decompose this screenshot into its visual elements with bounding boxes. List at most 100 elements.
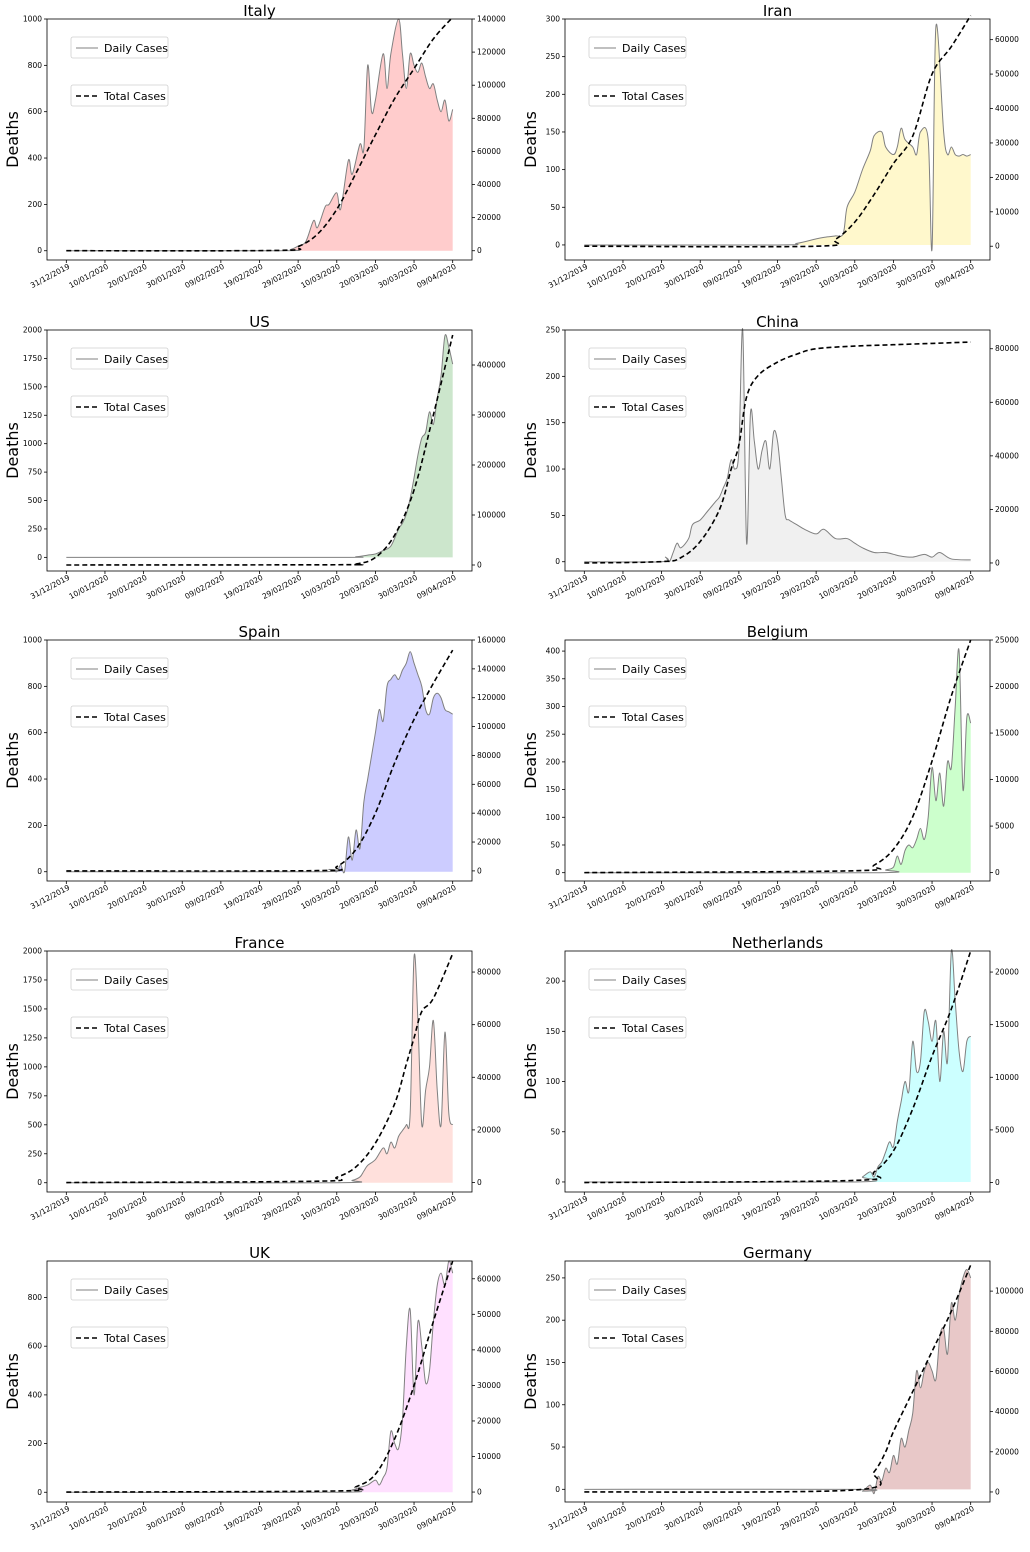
y-tick-label: 600 xyxy=(28,107,43,116)
y-tick-label: 150 xyxy=(546,785,561,794)
y2-tick-label: 40000 xyxy=(995,104,1019,113)
legend-daily-cases: Daily Cases xyxy=(588,1278,687,1301)
legend-box xyxy=(70,395,169,417)
y-tick-label: 1500 xyxy=(23,382,42,391)
total-cases-line xyxy=(584,639,972,874)
daily-area-fill xyxy=(66,334,453,557)
legend-daily-cases: Daily Cases xyxy=(70,347,169,369)
legend-label: Total Cases xyxy=(621,1332,684,1345)
y2-tick-label: 60000 xyxy=(477,1275,501,1284)
y-tick-label: 250 xyxy=(546,1274,561,1283)
legend-total-cases: Total Cases xyxy=(70,84,169,107)
x-tick-label: 20/03/2020 xyxy=(856,1504,899,1532)
y-tick-label: 1500 xyxy=(23,1004,42,1013)
legend-label: Daily Cases xyxy=(104,663,168,676)
x-tick-label: 29/02/2020 xyxy=(779,262,822,290)
x-tick-label: 29/02/2020 xyxy=(779,1504,822,1532)
total-cases-line xyxy=(584,340,971,564)
x-tick-label: 30/01/2020 xyxy=(663,572,706,600)
x-tick-label: 30/01/2020 xyxy=(663,262,706,290)
y-tick-label: 1000 xyxy=(23,636,42,645)
legend-box xyxy=(588,1016,687,1039)
legend-box xyxy=(70,36,169,59)
x-tick-label: 10/03/2020 xyxy=(299,262,342,290)
x-tick-label: 20/01/2020 xyxy=(106,1194,149,1222)
x-tick-label: 09/04/2020 xyxy=(415,1504,458,1532)
legend-label: Total Cases xyxy=(621,1022,684,1035)
x-tick-label: 30/01/2020 xyxy=(145,572,188,600)
daily-area-fill xyxy=(66,1261,453,1493)
y-tick-label: 1750 xyxy=(23,975,42,984)
y2-tick-label: 60000 xyxy=(477,1020,501,1029)
legend-label: Total Cases xyxy=(103,711,166,724)
legend-daily-cases: Daily Cases xyxy=(588,347,687,369)
legend-label: Daily Cases xyxy=(104,42,168,55)
y-tick-label: 750 xyxy=(28,1091,43,1100)
x-tick-label: 20/01/2020 xyxy=(624,1194,667,1222)
daily-cases-line xyxy=(66,953,454,1184)
y-tick-label: 150 xyxy=(546,1358,561,1367)
y2-tick-label: 30000 xyxy=(995,138,1019,147)
x-tick-label: 10/01/2020 xyxy=(585,1504,628,1532)
x-tick-label: 09/02/2020 xyxy=(701,572,744,600)
x-tick-label: 10/01/2020 xyxy=(67,1194,110,1222)
x-tick-label: 30/03/2020 xyxy=(895,883,938,911)
x-tick-label: 29/02/2020 xyxy=(779,1194,822,1222)
x-tick-label: 10/01/2020 xyxy=(585,883,628,911)
y-tick-label: 600 xyxy=(28,1342,43,1351)
x-tick-label: 30/01/2020 xyxy=(145,883,188,911)
y2-tick-label: 140000 xyxy=(477,15,506,24)
legend-daily-cases: Daily Cases xyxy=(70,968,169,991)
x-tick-label: 10/03/2020 xyxy=(299,572,342,600)
x-tick-label: 19/02/2020 xyxy=(740,1504,783,1532)
x-tick-label: 20/03/2020 xyxy=(338,1504,381,1532)
y2-tick-label: 160000 xyxy=(477,636,506,645)
y-tick-label: 300 xyxy=(546,15,561,24)
x-tick-label: 10/03/2020 xyxy=(299,1504,342,1532)
x-tick-label: 10/03/2020 xyxy=(817,1504,860,1532)
y2-tick-label: 20000 xyxy=(477,1125,501,1134)
daily-cases-line xyxy=(66,1260,454,1494)
total-cases-line xyxy=(584,1265,972,1494)
y2-tick-label: 40000 xyxy=(477,180,501,189)
y-tick-label: 1000 xyxy=(23,15,42,24)
daily-area-fill xyxy=(584,328,971,562)
legend-box xyxy=(588,395,687,417)
x-tick-label: 09/02/2020 xyxy=(183,1504,226,1532)
legend-label: Total Cases xyxy=(621,711,684,724)
y-tick-label: 300 xyxy=(546,702,561,711)
legend-label: Total Cases xyxy=(103,1022,166,1035)
x-tick-label: 19/02/2020 xyxy=(222,572,265,600)
y-tick-label: 400 xyxy=(28,154,43,163)
y2-tick-label: 20000 xyxy=(995,967,1019,976)
y-tick-label: 0 xyxy=(555,1485,560,1494)
legend-box xyxy=(70,1016,169,1039)
y2-tick-label: 5000 xyxy=(995,1125,1014,1134)
x-tick-label: 20/03/2020 xyxy=(338,262,381,290)
x-tick-label: 30/01/2020 xyxy=(663,883,706,911)
x-tick-label: 29/02/2020 xyxy=(261,1194,304,1222)
y2-tick-label: 10000 xyxy=(477,1452,501,1461)
y-tick-label: 50 xyxy=(550,841,560,850)
daily-cases-line xyxy=(584,648,972,874)
y-tick-label: 150 xyxy=(546,127,561,136)
x-tick-label: 20/03/2020 xyxy=(856,572,899,600)
y2-tick-label: 0 xyxy=(477,560,482,569)
y-axis-label: Deaths xyxy=(521,111,540,168)
x-tick-label: 29/02/2020 xyxy=(779,883,822,911)
x-tick-label: 09/02/2020 xyxy=(183,883,226,911)
x-tick-label: 31/12/2019 xyxy=(29,262,72,290)
y-tick-label: 800 xyxy=(28,61,43,70)
x-tick-label: 29/02/2020 xyxy=(261,262,304,290)
y-axis-label: Deaths xyxy=(3,111,22,168)
y-tick-label: 400 xyxy=(28,775,43,784)
y-tick-label: 250 xyxy=(28,1149,43,1158)
x-tick-label: 19/02/2020 xyxy=(222,1504,265,1532)
x-tick-label: 10/01/2020 xyxy=(67,1504,110,1532)
chart-panel-uk: UK Deaths 0 200 400 600 800 0 10000 20000 30000 400… xyxy=(3,1244,501,1532)
y2-tick-label: 20000 xyxy=(995,505,1019,514)
y2-tick-label: 50000 xyxy=(995,70,1019,79)
daily-area-fill xyxy=(66,19,453,251)
y-tick-label: 400 xyxy=(546,647,561,656)
x-tick-label: 09/04/2020 xyxy=(415,262,458,290)
